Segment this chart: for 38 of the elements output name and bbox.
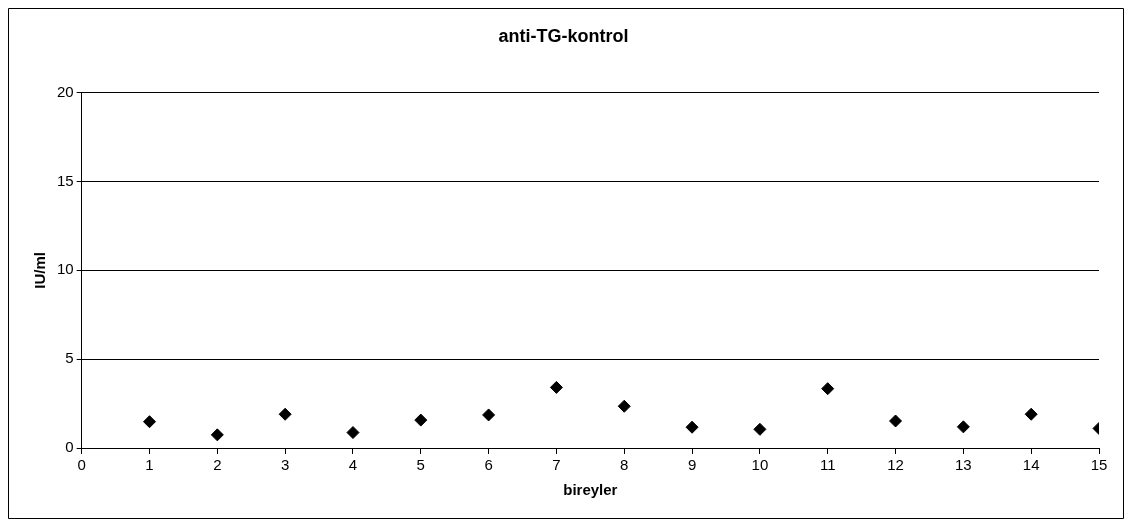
x-tick-label: 8 bbox=[620, 456, 629, 474]
y-tick-label: 15 bbox=[57, 171, 74, 189]
point bbox=[1024, 407, 1038, 421]
x-axis-title: bireyler bbox=[563, 481, 618, 499]
x-tick-label: 13 bbox=[955, 456, 972, 474]
x-tick-label: 15 bbox=[1090, 456, 1108, 474]
point bbox=[956, 420, 970, 434]
y-axis-title: IU/ml bbox=[31, 251, 49, 289]
y-tick-label: 0 bbox=[65, 438, 74, 456]
point bbox=[482, 408, 496, 422]
x-tick-label: 6 bbox=[484, 456, 493, 474]
x-tick-label: 3 bbox=[280, 456, 290, 474]
point bbox=[210, 428, 224, 442]
x-tick-label: 11 bbox=[819, 456, 836, 474]
x-tick-label: 12 bbox=[887, 456, 904, 474]
y-tick-label: 20 bbox=[57, 82, 74, 100]
x-tick-label: 10 bbox=[751, 456, 769, 474]
x-tick-label: 1 bbox=[145, 456, 154, 474]
x-tick-label: 14 bbox=[1022, 456, 1040, 474]
x-tick-label: 7 bbox=[552, 456, 561, 474]
point bbox=[549, 380, 563, 394]
y-tick-label: 5 bbox=[65, 349, 74, 367]
point bbox=[143, 415, 157, 429]
point bbox=[753, 422, 767, 436]
point bbox=[414, 413, 428, 427]
x-tick-label: 2 bbox=[213, 456, 222, 474]
point bbox=[685, 420, 699, 434]
x-tick-label: 5 bbox=[416, 456, 425, 474]
x-tick-label: 0 bbox=[77, 456, 86, 474]
x-tick-label: 4 bbox=[348, 456, 358, 474]
point bbox=[617, 399, 631, 413]
point bbox=[821, 382, 835, 396]
point bbox=[889, 414, 903, 428]
point bbox=[346, 426, 360, 440]
point bbox=[278, 407, 292, 421]
x-tick-label: 9 bbox=[687, 456, 697, 474]
chart-title: anti-TG-kontrol bbox=[498, 25, 629, 46]
y-tick-label: 10 bbox=[57, 260, 74, 278]
